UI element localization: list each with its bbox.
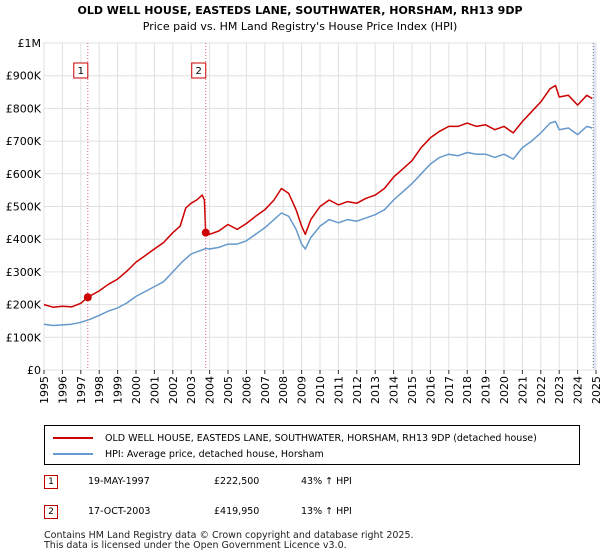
x-tick-label: 1996 bbox=[56, 376, 69, 404]
transaction-label-frame bbox=[73, 62, 89, 79]
x-tick-label: 2010 bbox=[314, 376, 327, 404]
legend-swatch-hpi bbox=[53, 453, 93, 455]
transaction-date: 17-OCT-2003 bbox=[88, 506, 151, 517]
footer-line: This data is licensed under the Open Gov… bbox=[44, 540, 347, 551]
x-tick-label: 2012 bbox=[351, 376, 364, 404]
x-tick-label: 2004 bbox=[204, 376, 217, 404]
chart-title: OLD WELL HOUSE, EASTEDS LANE, SOUTHWATER… bbox=[77, 4, 522, 17]
transaction-point bbox=[83, 293, 92, 302]
future-shade bbox=[593, 43, 596, 370]
legend-label-property: OLD WELL HOUSE, EASTEDS LANE, SOUTHWATER… bbox=[105, 432, 537, 444]
y-tick-label: £500K bbox=[6, 201, 42, 214]
x-tick-label: 2013 bbox=[369, 376, 382, 404]
x-tick-label: 2006 bbox=[240, 376, 253, 404]
x-tick-label: 2018 bbox=[461, 376, 474, 404]
transaction-label-number: 1 bbox=[78, 66, 84, 77]
transaction-label-number: 2 bbox=[196, 66, 202, 77]
x-tick-label: 1998 bbox=[93, 376, 106, 404]
transaction-label-box: 2 bbox=[191, 62, 207, 79]
legend: OLD WELL HOUSE, EASTEDS LANE, SOUTHWATER… bbox=[44, 425, 580, 465]
transaction-point bbox=[201, 228, 210, 237]
x-tick-label: 2011 bbox=[332, 376, 345, 404]
x-tick-label: 2015 bbox=[406, 376, 419, 404]
table-row: 2 17-OCT-2003 £419,950 13% ↑ HPI bbox=[44, 505, 584, 525]
y-tick-label: £900K bbox=[6, 70, 42, 83]
transaction-badge: 1 bbox=[44, 475, 58, 489]
chart-subtitle: Price paid vs. HM Land Registry's House … bbox=[143, 20, 458, 33]
x-tick-label: 2001 bbox=[148, 376, 161, 404]
transaction-date: 19-MAY-1997 bbox=[88, 476, 150, 487]
transaction-hpi: 13% ↑ HPI bbox=[301, 506, 352, 517]
x-tick-label: 2014 bbox=[388, 376, 401, 404]
hpi-line bbox=[43, 120, 593, 327]
transaction-label-frame bbox=[191, 62, 207, 79]
y-axis: £0 £100K £200K £300K £400K £500K £600K £700K £80… bbox=[6, 37, 42, 377]
y-tick-label: £600K bbox=[6, 168, 42, 181]
y-tick-label: £200K bbox=[6, 299, 42, 312]
footer: Contains HM Land Registry data © Crown c… bbox=[44, 531, 589, 551]
x-tick-label: 2025 bbox=[590, 376, 600, 404]
y-tick-label: £1M bbox=[18, 37, 42, 50]
x-tick-label: 2003 bbox=[185, 376, 198, 404]
transaction-price: £419,950 bbox=[214, 506, 260, 517]
x-tick-label: 2007 bbox=[259, 376, 272, 404]
x-tick-label: 2016 bbox=[424, 376, 437, 404]
x-tick-label: 2009 bbox=[296, 376, 309, 404]
property-price-line bbox=[43, 84, 593, 308]
y-tick-label: £100K bbox=[6, 331, 42, 344]
x-tick-label: 1995 bbox=[38, 376, 51, 404]
x-tick-label: 2002 bbox=[167, 376, 180, 404]
y-tick-label: £700K bbox=[6, 135, 42, 148]
x-tick-label: 2008 bbox=[277, 376, 290, 404]
x-tick-label: 2021 bbox=[516, 376, 529, 404]
transaction-badge: 2 bbox=[44, 505, 58, 519]
table-row: 1 19-MAY-1997 £222,500 43% ↑ HPI bbox=[44, 475, 584, 495]
legend-item-hpi: HPI: Average price, detached house, Hors… bbox=[53, 447, 324, 461]
legend-item-property: OLD WELL HOUSE, EASTEDS LANE, SOUTHWATER… bbox=[53, 431, 537, 445]
transaction-hpi: 43% ↑ HPI bbox=[301, 476, 352, 487]
x-tick-label: 1997 bbox=[75, 376, 88, 404]
y-tick-label: £800K bbox=[6, 102, 42, 115]
transaction-label-box: 1 bbox=[73, 62, 89, 79]
x-axis: 1995 1996 1997 1998 1999 2000 2001 2002 2003 2004… bbox=[38, 370, 600, 404]
y-tick-label: £300K bbox=[6, 266, 42, 279]
footer-line: Contains HM Land Registry data © Crown c… bbox=[44, 530, 414, 541]
legend-swatch-property bbox=[53, 437, 93, 439]
y-tick-label: £400K bbox=[6, 233, 42, 246]
series-lines bbox=[43, 84, 593, 327]
x-tick-label: 2023 bbox=[553, 376, 566, 404]
transaction-price: £222,500 bbox=[214, 476, 260, 487]
x-tick-label: 2019 bbox=[480, 376, 493, 404]
y-tick-label: £0 bbox=[27, 364, 41, 377]
x-tick-label: 2005 bbox=[222, 376, 235, 404]
x-tick-label: 2022 bbox=[535, 376, 548, 404]
legend-label-hpi: HPI: Average price, detached house, Hors… bbox=[105, 448, 324, 460]
x-tick-label: 1999 bbox=[112, 376, 125, 404]
x-tick-label: 2020 bbox=[498, 376, 511, 404]
x-tick-label: 2024 bbox=[572, 376, 585, 404]
price-chart: OLD WELL HOUSE, EASTEDS LANE, SOUTHWATER… bbox=[6, 4, 600, 404]
shaded-region bbox=[592, 43, 596, 370]
x-tick-label: 2000 bbox=[130, 376, 143, 404]
x-tick-label: 2017 bbox=[443, 376, 456, 404]
